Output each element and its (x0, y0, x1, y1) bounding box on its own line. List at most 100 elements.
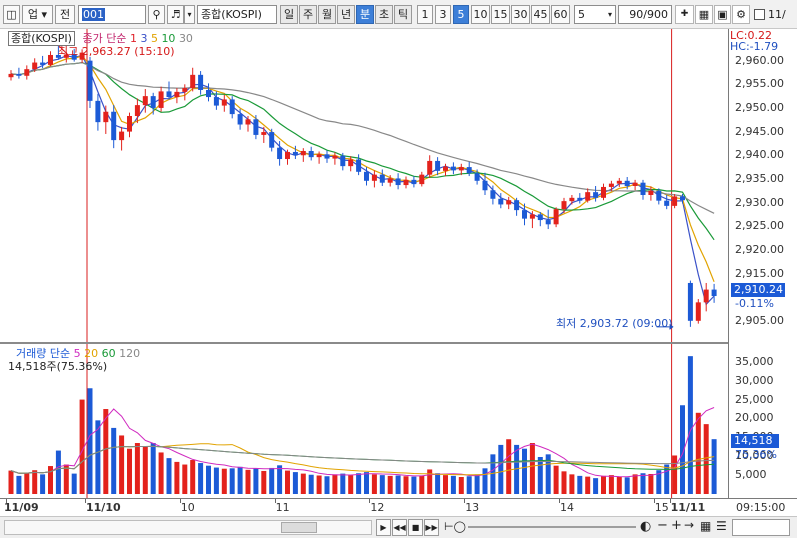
period-minute[interactable]: 분 (356, 5, 374, 24)
volume-bar (324, 476, 330, 494)
volume-bar (63, 464, 69, 494)
forward-icon[interactable]: ▶▶ (424, 519, 439, 536)
candle-body (364, 171, 369, 181)
period-second[interactable]: 초 (375, 5, 393, 24)
volume-bar (450, 475, 456, 494)
chart-menu-icon[interactable]: ◫ (3, 5, 20, 24)
volume-pane[interactable]: 거래량 단순 5 20 60 120 14,518주(75.36%) (4, 344, 728, 498)
zoom-reset-icon[interactable]: ◐ (640, 519, 652, 534)
ma-period-5: 5 (150, 32, 158, 45)
x-tick-label: 12 (370, 501, 385, 514)
play-icon[interactable]: ▶ (376, 519, 391, 536)
candle-body (458, 167, 464, 171)
grid-icon[interactable]: ▦ (695, 5, 713, 24)
crosshair-icon[interactable]: ✚ (675, 5, 694, 24)
candle-body (545, 220, 551, 225)
pane-splitter[interactable] (0, 342, 797, 344)
candle-body (387, 178, 393, 183)
code-input[interactable]: 001 (78, 5, 146, 24)
candle-body (285, 151, 290, 160)
period-tick[interactable]: 틱 (394, 5, 412, 24)
period-week[interactable]: 주 (299, 5, 317, 24)
candle-body (632, 182, 638, 186)
volume-tick-label: 25,000 (735, 392, 774, 406)
candle-body (87, 60, 93, 101)
stop-icon[interactable]: ■ (408, 519, 423, 536)
volume-bar (474, 474, 480, 494)
volume-bar (561, 471, 567, 494)
interval-3[interactable]: 3 (435, 5, 451, 24)
candle-body (150, 96, 156, 108)
price-ma-label: 종가 단순 (82, 32, 127, 45)
interval-10[interactable]: 10 (471, 5, 490, 24)
date-checkbox[interactable] (754, 9, 765, 20)
x-tick-label: 11/09 (4, 501, 39, 514)
zoom-slider[interactable] (468, 526, 636, 528)
name-field: 종합(KOSPI) (197, 5, 277, 24)
candle-body (111, 111, 117, 141)
rewind-icon[interactable]: ◀◀ (392, 519, 407, 536)
volume-bar (48, 466, 53, 494)
zoom-out-icon[interactable]: − (657, 518, 668, 533)
period-day[interactable]: 일 (280, 5, 298, 24)
menu-icon[interactable]: ☰ (716, 519, 727, 533)
volume-chart (8, 344, 717, 498)
volume-ma-60-line (10, 445, 715, 474)
candle-body (482, 180, 488, 191)
price-pane[interactable]: 종합(KOSPI) 종가 단순 1 3 5 10 30 최고 2,963.27 … (4, 29, 728, 342)
bottom-scroll-bar: ▶ ◀◀ ■ ▶▶ ⊢◯ ◐ − + → ▦ ☰ (0, 516, 797, 538)
gear-icon[interactable]: ⚙ (732, 5, 750, 24)
interval-select[interactable]: 5 ▾ (574, 5, 616, 24)
volume-bar (229, 468, 235, 494)
candle-body (522, 210, 527, 219)
interval-60[interactable]: 60 (551, 5, 570, 24)
candle-body (316, 154, 322, 158)
range-icon[interactable]: ⊢◯ (444, 520, 466, 533)
candle-body (174, 91, 180, 98)
candle-body (640, 182, 646, 195)
interval-5[interactable]: 5 (453, 5, 469, 24)
volume-bar (664, 464, 670, 494)
interval-1[interactable]: 1 (417, 5, 433, 24)
current-volume-badge: 14,518 (731, 434, 779, 448)
horizontal-scrollbar[interactable] (4, 520, 372, 535)
code-value: 001 (82, 8, 105, 21)
interval-30[interactable]: 30 (511, 5, 530, 24)
interval-45[interactable]: 45 (531, 5, 550, 24)
candle-body (419, 174, 425, 185)
price-tick-label: 2,955.00 (735, 77, 784, 91)
fit-icon[interactable]: ▦ (700, 519, 712, 533)
candle-body (569, 197, 575, 202)
scroll-right-icon[interactable]: → (684, 518, 695, 532)
period-year[interactable]: 년 (337, 5, 355, 24)
volume-bar (364, 472, 369, 494)
speaker-dropdown-icon[interactable]: ▾ (184, 5, 195, 24)
candle-body (553, 209, 559, 225)
zoom-in-icon[interactable]: + (671, 518, 682, 533)
period-month[interactable]: 월 (318, 5, 336, 24)
price-tick-label: 2,950.00 (735, 100, 784, 114)
volume-bar (553, 465, 559, 494)
search-icon[interactable]: ⚲ (148, 5, 165, 24)
candle-body (443, 166, 448, 171)
candle-body (198, 74, 204, 90)
candle-body (490, 190, 496, 199)
count-field[interactable]: 90/900 (618, 5, 672, 24)
candle-body (506, 200, 512, 205)
candle-body (237, 114, 243, 125)
prev-button[interactable]: 전 (55, 5, 75, 24)
bottom-extra-field[interactable] (732, 519, 790, 536)
current-change-label: -0.11% (735, 297, 774, 310)
interval-15[interactable]: 15 (491, 5, 510, 24)
price-ma-10-line (10, 61, 715, 241)
save-icon[interactable]: ▣ (714, 5, 731, 24)
volume-bar (71, 473, 77, 494)
volume-bar (411, 476, 417, 494)
scrollbar-thumb[interactable] (281, 522, 317, 533)
speaker-icon[interactable]: ♬ (167, 5, 184, 24)
candle-body (577, 197, 583, 201)
volume-bar (687, 356, 693, 494)
candle-body (616, 180, 622, 184)
market-select[interactable]: 업 ▾ (22, 5, 53, 24)
volume-bar (577, 475, 583, 494)
